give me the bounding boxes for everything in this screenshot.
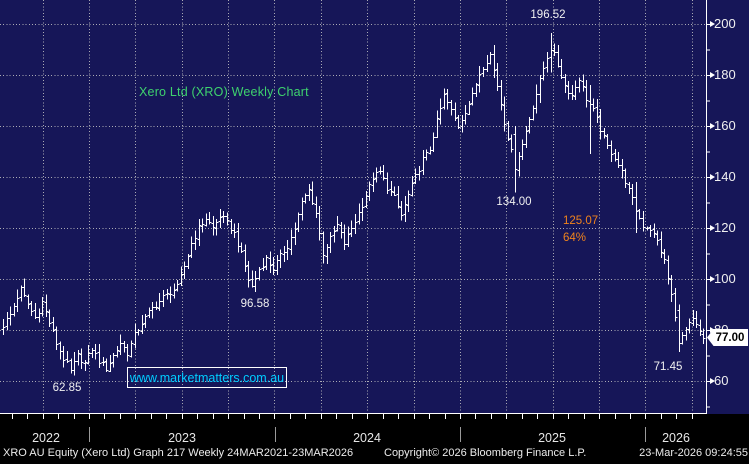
x-axis-year-label: 2022 — [32, 431, 60, 445]
annotation-low-134: 134.00 — [496, 196, 532, 208]
x-axis-year-label: 2023 — [168, 431, 196, 445]
x-axis-year-label: 2026 — [662, 431, 690, 445]
x-axis-year-label: 2025 — [538, 431, 566, 445]
y-axis-label: 140 — [714, 169, 736, 184]
year-separator-tick — [275, 427, 276, 442]
annotation-low-62: 62.85 — [52, 382, 82, 394]
x-axis-year-label: 2024 — [353, 431, 381, 445]
chart-title: Xero Ltd (XRO) Weekly Chart — [139, 85, 309, 99]
annotation-low-71: 71.45 — [653, 361, 683, 373]
watermark-box: www.marketmatters.com.au — [127, 367, 287, 388]
annotation-decline-points: 125.07 — [563, 215, 599, 227]
year-separator-tick — [460, 427, 461, 442]
watermark-text: www.marketmatters.com.au — [129, 370, 285, 385]
y-axis-label: 200 — [714, 16, 736, 31]
y-axis-label: 180 — [714, 67, 736, 82]
footer-security-info: XRO AU Equity (Xero Ltd) Graph 217 Weekl… — [3, 447, 354, 459]
annotation-high-196: 196.52 — [530, 9, 566, 21]
year-separator-tick — [89, 427, 90, 442]
horizontal-gridlines — [0, 24, 706, 382]
annotation-decline-percent: 64% — [563, 232, 587, 244]
vertical-gridlines — [43, 0, 693, 413]
footer-status-bar — [0, 414, 749, 464]
footer-copyright: Copyright© 2026 Bloomberg Finance L.P. — [384, 447, 587, 459]
y-axis-label: 160 — [714, 118, 736, 133]
y-axis-label: 120 — [714, 220, 736, 235]
axis-lines — [0, 0, 707, 414]
y-axis-label: 100 — [714, 271, 736, 286]
year-separator-tick — [645, 427, 646, 442]
annotation-low-96: 96.58 — [240, 298, 270, 310]
y-axis-label: 60 — [714, 373, 729, 388]
footer-timestamp: 23-Mar-2026 09:24:55 — [639, 447, 748, 459]
weekly-price-bars — [1, 32, 706, 376]
last-price-tag: 77.00 — [707, 329, 748, 346]
